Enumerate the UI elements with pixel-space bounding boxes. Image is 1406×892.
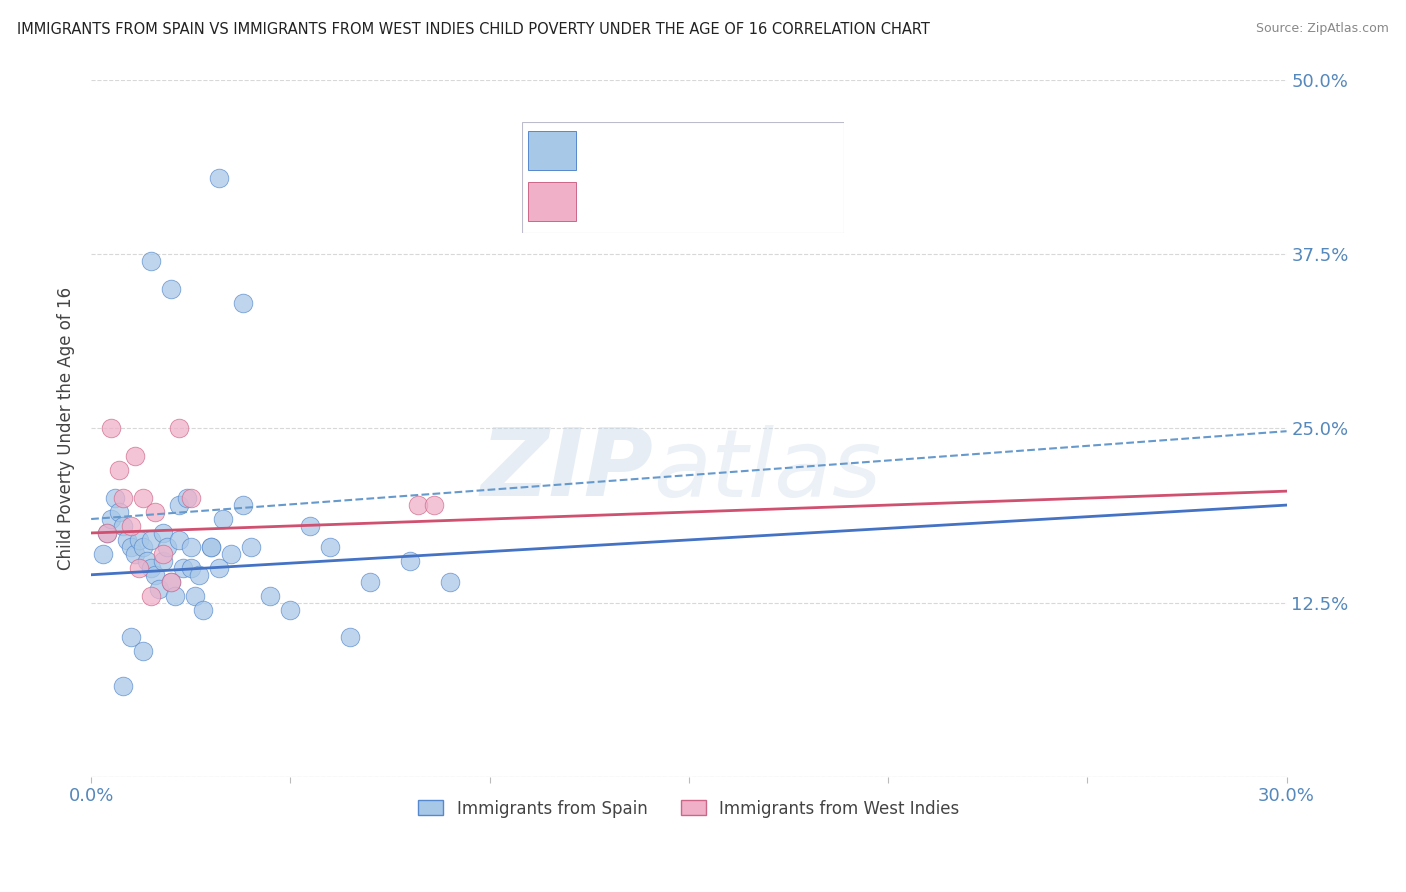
Point [108, 505, 131, 519]
Point [128, 533, 150, 547]
Point [406, 498, 429, 512]
Point [176, 491, 198, 505]
Point [148, 582, 170, 596]
Point [100, 512, 122, 526]
Point [180, 540, 202, 554]
Point [112, 491, 135, 505]
Point [160, 574, 183, 589]
Point [208, 170, 231, 185]
Point [259, 589, 281, 603]
Point [139, 254, 162, 268]
Point [128, 561, 150, 575]
Point [191, 602, 214, 616]
Point [132, 540, 155, 554]
Point [319, 540, 342, 554]
Point [219, 547, 242, 561]
Point [108, 463, 131, 477]
Point [91, 547, 114, 561]
Point [120, 540, 142, 554]
Point [200, 540, 222, 554]
Point [132, 491, 155, 505]
Point [143, 567, 166, 582]
Point [208, 561, 231, 575]
Point [100, 421, 122, 435]
Y-axis label: Child Poverty Under the Age of 16: Child Poverty Under the Age of 16 [58, 287, 75, 570]
Point [112, 519, 135, 533]
Point [160, 282, 183, 296]
Text: IMMIGRANTS FROM SPAIN VS IMMIGRANTS FROM WEST INDIES CHILD POVERTY UNDER THE AGE: IMMIGRANTS FROM SPAIN VS IMMIGRANTS FROM… [17, 22, 929, 37]
Point [139, 589, 162, 603]
Text: atlas: atlas [652, 425, 882, 516]
Text: ZIP: ZIP [479, 425, 652, 516]
Point [96, 525, 118, 540]
Point [280, 602, 302, 616]
Point [187, 567, 209, 582]
Point [160, 574, 183, 589]
Point [172, 561, 194, 575]
Point [136, 554, 159, 568]
Point [112, 679, 135, 693]
Point [211, 512, 233, 526]
Legend: Immigrants from Spain, Immigrants from West Indies: Immigrants from Spain, Immigrants from W… [412, 793, 966, 824]
Point [299, 519, 322, 533]
Point [120, 631, 142, 645]
Point [339, 631, 361, 645]
Point [143, 505, 166, 519]
Point [120, 519, 142, 533]
Point [132, 644, 155, 658]
Point [232, 498, 254, 512]
Point [423, 498, 446, 512]
Point [152, 554, 174, 568]
Point [232, 296, 254, 310]
Point [167, 533, 190, 547]
Point [152, 525, 174, 540]
Point [359, 574, 381, 589]
Point [180, 491, 202, 505]
Text: Source: ZipAtlas.com: Source: ZipAtlas.com [1256, 22, 1389, 36]
Point [124, 547, 146, 561]
Point [139, 533, 162, 547]
Point [399, 554, 422, 568]
Point [115, 533, 138, 547]
Point [163, 589, 186, 603]
Point [139, 561, 162, 575]
Point [167, 498, 190, 512]
Point [152, 547, 174, 561]
Point [167, 421, 190, 435]
Point [104, 491, 127, 505]
Point [96, 525, 118, 540]
Point [156, 540, 179, 554]
Point [184, 589, 207, 603]
Point [200, 540, 222, 554]
Point [180, 561, 202, 575]
Point [439, 574, 461, 589]
Point [124, 450, 146, 464]
Point [239, 540, 262, 554]
